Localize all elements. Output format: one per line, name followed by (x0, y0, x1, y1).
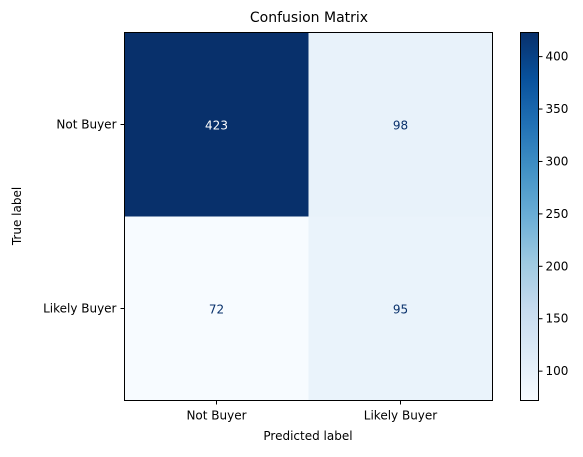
cell-value-label: 98 (393, 119, 408, 133)
axes-frame (124, 32, 493, 401)
x-axis-ticks: Not Buyer Likely Buyer (186, 400, 437, 423)
colorbar-tick-label: 200 (546, 259, 569, 273)
heatmap-cell (124, 216, 309, 401)
colorbar-tick-label: 400 (546, 50, 569, 64)
colorbar-ticks: 100 150 200 250 300 350 400 (538, 50, 569, 378)
heatmap-cells: 423 98 72 95 (124, 32, 493, 401)
colorbar-tick-label: 250 (546, 207, 569, 221)
y-axis-ticks: Not Buyer Likely Buyer (43, 118, 125, 316)
x-tick-label: Likely Buyer (364, 409, 437, 423)
chart-title: Confusion Matrix (250, 10, 368, 26)
colorbar-tick-label: 150 (546, 312, 569, 326)
x-tick-label: Not Buyer (186, 409, 246, 423)
colorbar-tick-label: 300 (546, 154, 569, 168)
cell-value-label: 423 (205, 119, 228, 133)
heatmap-cell (124, 32, 309, 217)
x-axis-label: Predicted label (263, 429, 352, 443)
colorbar-tick-label: 350 (546, 102, 569, 116)
y-tick-label: Likely Buyer (43, 302, 116, 316)
heatmap-cell (308, 216, 493, 401)
colorbar (520, 32, 539, 401)
y-axis-label: True label (10, 187, 24, 246)
heatmap-cell (308, 32, 493, 217)
cell-value-label: 72 (209, 303, 224, 317)
colorbar-tick-label: 100 (546, 364, 569, 378)
cell-value-label: 95 (393, 303, 408, 317)
y-tick-label: Not Buyer (56, 118, 116, 132)
